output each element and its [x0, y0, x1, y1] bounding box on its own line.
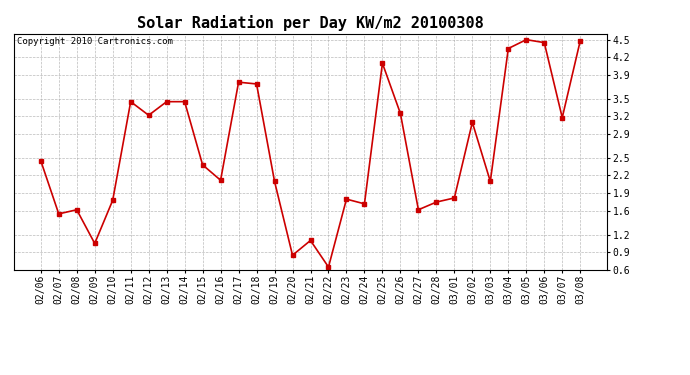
Title: Solar Radiation per Day KW/m2 20100308: Solar Radiation per Day KW/m2 20100308: [137, 15, 484, 31]
Text: Copyright 2010 Cartronics.com: Copyright 2010 Cartronics.com: [17, 37, 172, 46]
